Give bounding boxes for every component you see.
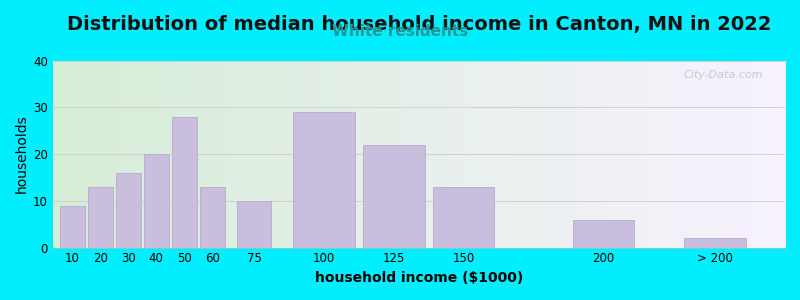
Bar	[200, 187, 225, 248]
Text: City-Data.com: City-Data.com	[683, 70, 763, 80]
Bar	[573, 220, 634, 248]
Y-axis label: households: households	[15, 115, 29, 194]
Title: Distribution of median household income in Canton, MN in 2022: Distribution of median household income …	[66, 15, 771, 34]
Bar	[60, 206, 85, 248]
Bar	[172, 117, 197, 248]
Bar	[685, 238, 746, 248]
Bar	[363, 145, 425, 248]
Bar	[238, 201, 271, 248]
Bar	[88, 187, 113, 248]
Bar	[433, 187, 494, 248]
Bar	[116, 173, 141, 248]
Bar	[294, 112, 354, 248]
X-axis label: household income ($1000): household income ($1000)	[315, 271, 523, 285]
Bar	[144, 154, 169, 248]
Text: White residents: White residents	[332, 24, 468, 39]
